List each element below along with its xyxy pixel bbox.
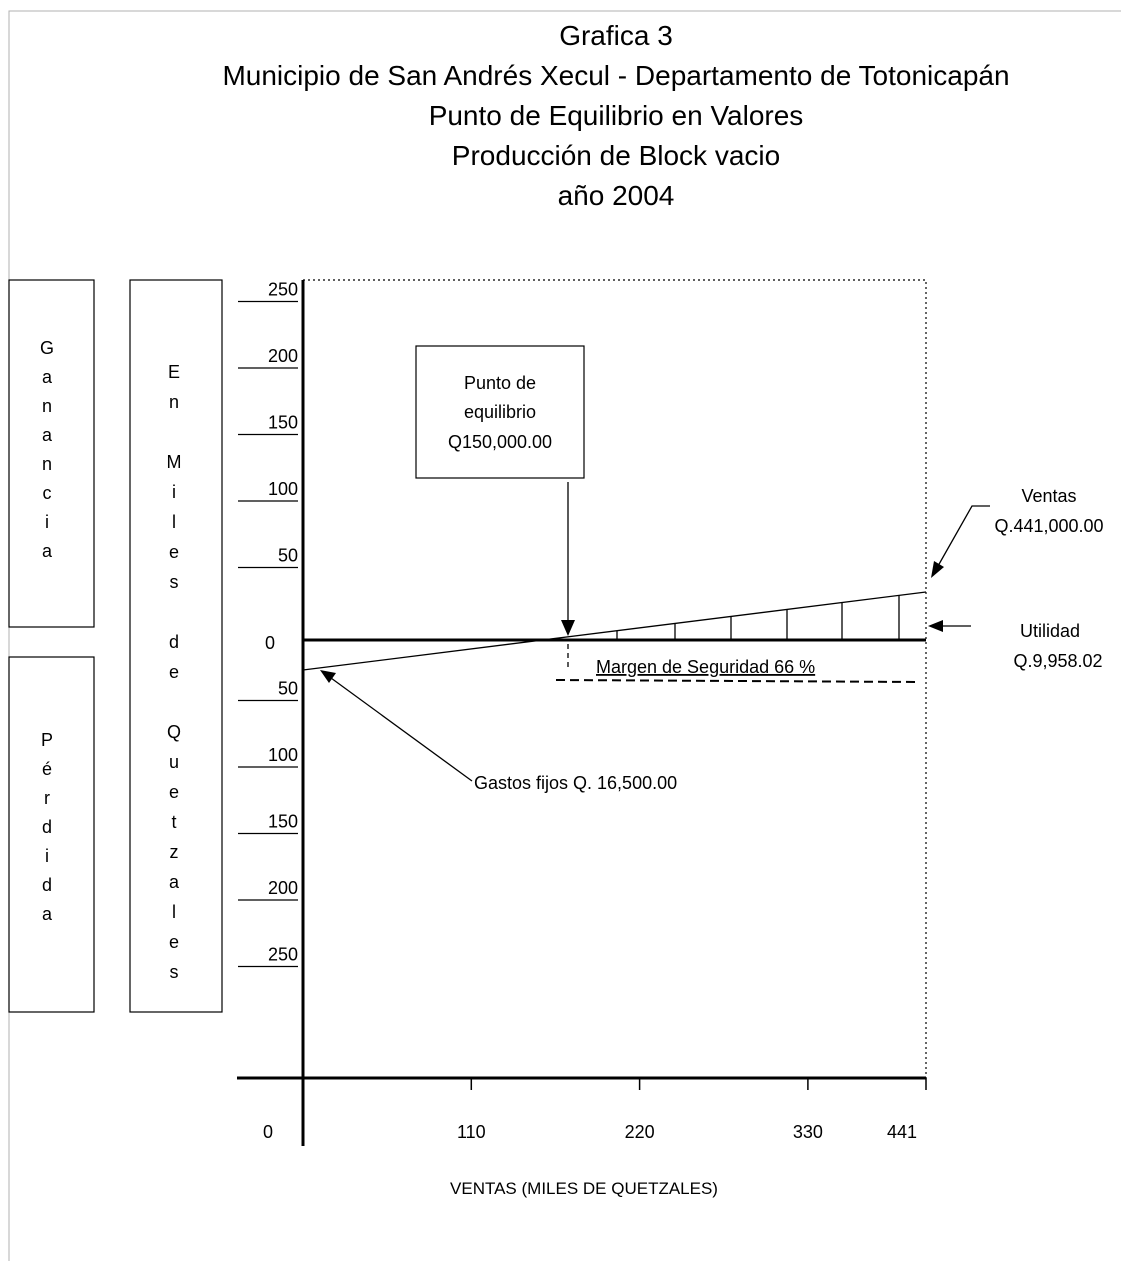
side-letter: e: [169, 542, 179, 562]
units-box: [129, 279, 223, 1013]
y-tick-label-lower-200: 200: [268, 878, 298, 898]
side-letter: a: [42, 541, 53, 561]
y-zero-label: 0: [265, 633, 275, 653]
title-line-2: Municipio de San Andrés Xecul - Departam…: [222, 60, 1009, 91]
side-letter: n: [169, 392, 179, 412]
title-line-3: Punto de Equilibrio en Valores: [429, 100, 804, 131]
side-letter: E: [168, 362, 180, 382]
side-letter: G: [40, 338, 54, 358]
side-letter: a: [169, 872, 180, 892]
side-letter: é: [42, 759, 52, 779]
safety-margin-label: Margen de Seguridad 66 %: [596, 657, 815, 677]
break-even-arrowhead: [561, 620, 575, 636]
x-axis-ticks: 0 110 220 330 441: [263, 1078, 927, 1142]
side-letter: s: [170, 572, 179, 592]
y-axis-ticks: 250 200 150 100 50 50 100 150 200 250: [238, 280, 298, 968]
loss-box: [8, 656, 95, 1013]
break-even-label-2: equilibrio: [464, 402, 536, 422]
y-tick-label-upper-50: 50: [278, 546, 298, 566]
sales-arrowhead: [931, 561, 944, 578]
fixed-costs-arrow: [330, 677, 473, 782]
sales-arrow: [937, 505, 990, 567]
x-tick-label-0: 0: [263, 1122, 273, 1142]
side-letter: z: [170, 842, 179, 862]
margin-line: [555, 679, 921, 683]
break-even-label-3: Q150,000.00: [448, 432, 552, 452]
side-letter: n: [42, 396, 52, 416]
gain-box: [8, 279, 95, 628]
x-axis-label: VENTAS (MILES DE QUETZALES): [450, 1179, 718, 1198]
y-tick-label-lower-250: 250: [268, 945, 298, 965]
side-letter: d: [42, 875, 52, 895]
side-letter: e: [169, 662, 179, 682]
side-letter: i: [45, 846, 49, 866]
side-letter: c: [43, 483, 52, 503]
profit-label-1: Utilidad: [1020, 621, 1080, 641]
side-letter: r: [44, 788, 50, 808]
plot-frame: [303, 279, 927, 1080]
break-even-label-1: Punto de: [464, 373, 536, 393]
side-letter: t: [171, 812, 176, 832]
title-line-5: año 2004: [558, 180, 675, 211]
side-letter: a: [42, 904, 53, 924]
profit-arrowhead: [928, 620, 943, 632]
side-letter: i: [172, 482, 176, 502]
sales-label-1: Ventas: [1021, 486, 1076, 506]
side-letter: l: [172, 512, 176, 532]
side-letter: l: [172, 902, 176, 922]
chart-title: Grafica 3 Municipio de San Andrés Xecul …: [222, 20, 1009, 211]
y-tick-label-lower-150: 150: [268, 812, 298, 832]
y-tick-label-upper-250: 250: [268, 280, 298, 300]
fixed-costs-label: Gastos fijos Q. 16,500.00: [474, 773, 677, 793]
title-line-1: Grafica 3: [559, 20, 673, 51]
side-letter: d: [169, 632, 179, 652]
side-letter: e: [169, 932, 179, 952]
title-line-4: Producción de Block vacio: [452, 140, 780, 171]
sales-label-2: Q.441,000.00: [994, 516, 1103, 536]
profit-hatch: [616, 595, 900, 640]
y-tick-label-upper-200: 200: [268, 346, 298, 366]
side-letter: n: [42, 454, 52, 474]
sales-line: [302, 591, 927, 671]
x-tick-label-441: 441: [887, 1122, 917, 1142]
x-tick-label-110: 110: [457, 1122, 486, 1142]
side-letter: Q: [167, 722, 181, 742]
side-letter: P: [41, 730, 53, 750]
side-letter: e: [169, 782, 179, 802]
side-letter: i: [45, 512, 49, 532]
side-letter: a: [42, 367, 53, 387]
y-tick-label-lower-50: 50: [278, 679, 298, 699]
side-letter: M: [167, 452, 182, 472]
x-tick-label-330: 330: [793, 1122, 823, 1142]
profit-label-2: Q.9,958.02: [1013, 651, 1102, 671]
x-tick-label-220: 220: [625, 1122, 655, 1142]
side-letter: d: [42, 817, 52, 837]
y-tick-label-upper-100: 100: [268, 479, 298, 499]
y-tick-label-lower-100: 100: [268, 745, 298, 765]
fixed-costs-arrowhead: [320, 670, 336, 683]
break-even-box: [415, 345, 585, 479]
side-letter: u: [169, 752, 179, 772]
side-letter: a: [42, 425, 53, 445]
y-tick-label-upper-150: 150: [268, 413, 298, 433]
side-letter: s: [170, 962, 179, 982]
